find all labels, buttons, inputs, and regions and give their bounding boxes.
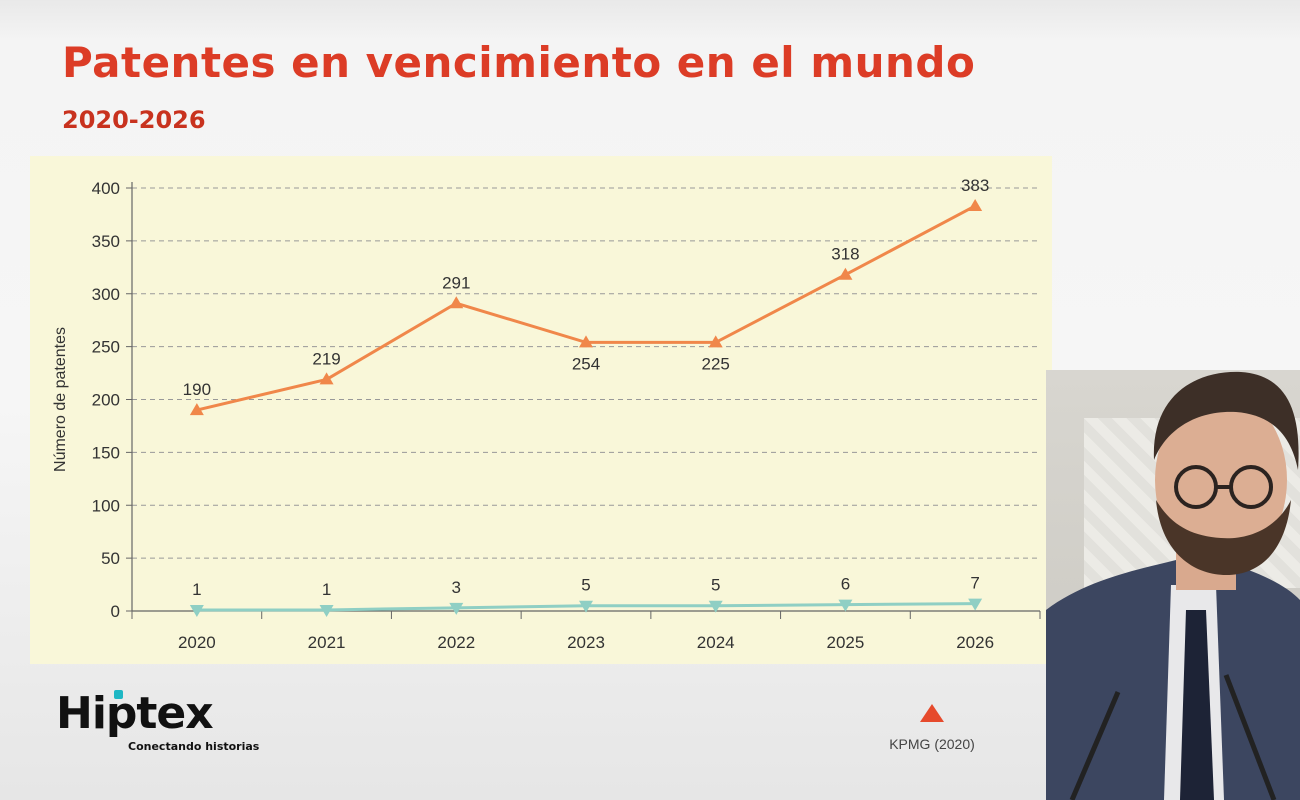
data-label: 3 [452,578,461,597]
data-label: 254 [572,354,600,373]
y-tick-label: 150 [92,443,120,462]
x-tick-label: 2025 [827,633,865,652]
data-label: 1 [192,580,201,599]
logo-wordmark: Hiptex [56,688,214,739]
data-label: 291 [442,273,470,292]
speaker-figure [1046,371,1300,800]
series-1-marker [449,296,464,309]
speaker-tie [1180,610,1214,800]
speaker-hair [1153,371,1299,470]
series-2-marker [319,604,334,617]
data-label: 7 [970,574,979,593]
y-tick-label: 250 [92,338,120,357]
series-1-marker [579,335,593,348]
line-chart: 0 50 100 150 200 250 300 350 400 2020 2021 2022 2023… [52,176,1041,652]
series-1-marker [708,335,723,348]
source-note: KPMG (2020) [876,704,988,752]
y-tick-label: 350 [92,232,120,251]
y-axis-title: Número de patentes [52,327,69,472]
series-2-marker [449,602,464,615]
speaker-video-inset [1046,370,1300,800]
logo-tagline: Conectando historias [128,740,260,753]
x-tick-label: 2020 [178,633,216,652]
x-tick-label: 2021 [308,633,346,652]
series-1-marker [189,403,204,416]
series-1-marker [319,372,334,385]
speaker-beard [1156,500,1291,575]
series-2-marker [189,604,204,617]
y-tick-label: 400 [92,179,120,198]
x-tick-label: 2024 [697,633,735,652]
y-tick-label: 50 [101,549,120,568]
data-label: 383 [961,176,989,195]
data-label: 5 [711,576,720,595]
logo-accent-dot [114,690,123,699]
triangle-icon [920,704,944,722]
hiptex-logo: Hiptex Conectando historias [56,688,259,753]
series-1-line [196,204,976,412]
x-tick-label: 2026 [956,633,994,652]
y-tick-label: 200 [92,391,120,410]
series-1-marker [838,267,853,280]
data-label: 318 [831,245,859,264]
series-2-marker [579,600,593,613]
data-label: 1 [322,580,331,599]
chart-panel: 0 50 100 150 200 250 300 350 400 2020 2021 2022 2023… [30,156,1052,664]
microphone-left [1069,691,1121,800]
series-2-marker [838,599,853,612]
series-1-marker [968,198,983,211]
source-label: KPMG (2020) [889,736,975,752]
y-tick-label: 300 [92,285,120,304]
x-tick-label: 2022 [437,633,475,652]
y-tick-label: 100 [92,496,120,515]
x-tick-label: 2023 [567,633,605,652]
data-label: 6 [841,575,850,594]
data-label: 225 [702,354,730,373]
microphone-right [1223,674,1277,800]
series-2-marker [968,598,983,611]
chart-subtitle: 2020-2026 [62,106,206,134]
data-label: 190 [183,380,211,399]
data-label: 5 [581,576,590,595]
data-label: 219 [312,349,340,368]
series-2-marker [708,600,723,613]
chart-title: Patentes en vencimiento en el mundo [62,38,976,87]
speaker-head [1155,392,1287,568]
y-tick-label: 0 [111,602,120,621]
